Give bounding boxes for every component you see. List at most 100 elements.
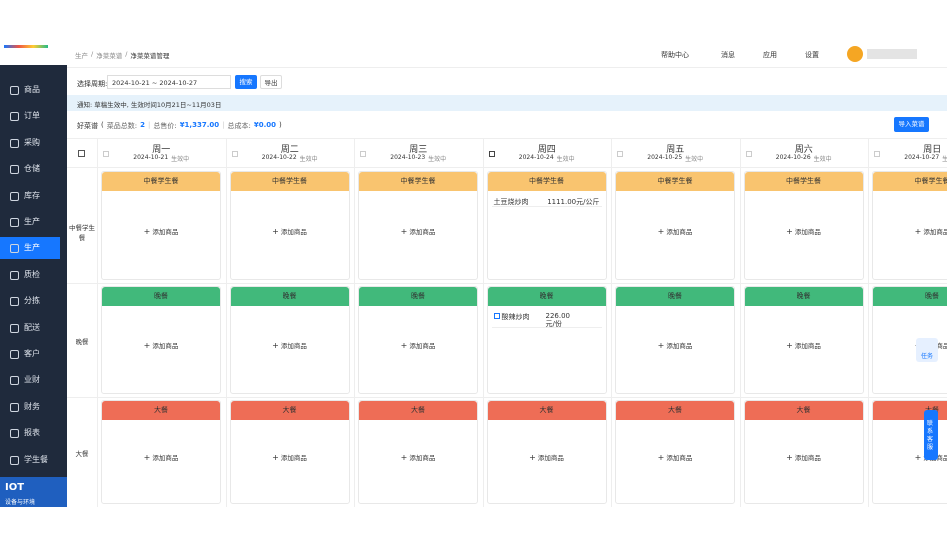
toolbar-item[interactable]: 应用 <box>763 51 777 59</box>
summary-name: 好菜谱 <box>77 122 98 130</box>
add-label: 添加商品 <box>666 227 693 236</box>
column-divider <box>97 138 98 507</box>
meal-tag: 大餐 <box>230 401 349 420</box>
date-range[interactable]: 2024-10-21 ~ 2024-10-27 <box>107 75 231 89</box>
column-divider <box>354 138 355 507</box>
separator: / <box>91 50 94 58</box>
nav-item[interactable]: 分拣 <box>0 290 60 312</box>
add-label: 添加商品 <box>409 454 436 462</box>
day-name: 周日 <box>923 145 942 155</box>
nav-item[interactable]: 业财 <box>0 369 60 391</box>
day-info: 2024-10-24 生效中 <box>483 154 612 163</box>
add-item[interactable]: +添加商品 <box>102 340 220 350</box>
nav-item[interactable]: 质检 <box>0 264 60 286</box>
import-button[interactable]: 导入菜谱 <box>894 117 929 132</box>
day-checkbox[interactable] <box>488 151 495 157</box>
day-name: 周一 <box>152 145 171 155</box>
nav-item[interactable]: 学生餐 <box>0 449 60 471</box>
iot-card[interactable]: IOT 设备与环境 <box>0 477 67 507</box>
day-info: 2024-10-25 生效中 <box>611 154 740 163</box>
price-value: ¥1,337.00 <box>179 121 220 129</box>
nav-item[interactable]: 库存 <box>0 185 60 207</box>
nav-item[interactable]: 商品 <box>0 79 60 101</box>
nav-item[interactable]: 仓储 <box>0 158 60 180</box>
row-label: 中餐学生餐 <box>69 223 95 242</box>
plus-icon: + <box>786 226 793 236</box>
row-divider <box>67 397 947 398</box>
nav-item[interactable]: 财务 <box>0 396 60 418</box>
add-item[interactable]: +添加商品 <box>102 452 220 462</box>
grid-header <box>67 138 947 168</box>
add-label: 添加商品 <box>280 454 307 462</box>
plus-icon: + <box>272 453 279 462</box>
day-status: 生效中 <box>299 156 318 163</box>
task-label: 任务 <box>920 353 933 360</box>
row-divider <box>67 283 947 284</box>
service-button[interactable]: 联系客服 <box>924 410 938 460</box>
day-name: 周五 <box>666 145 685 155</box>
export-button[interactable]: 导出 <box>260 75 282 89</box>
add-item[interactable]: +添加商品 <box>873 226 947 236</box>
checkbox[interactable] <box>78 150 85 157</box>
nav-item[interactable]: 采购 <box>0 132 60 154</box>
count-label: 菜品总数: <box>106 122 138 130</box>
breadcrumb-item[interactable]: 净菜菜谱 <box>96 52 123 60</box>
breadcrumb-item[interactable]: 生产 <box>75 52 88 60</box>
add-item[interactable]: +添加商品 <box>102 226 220 236</box>
add-item[interactable]: +添加商品 <box>616 340 734 350</box>
day-info: 2024-10-26 生效中 <box>740 154 869 163</box>
day-date: 2024-10-24 <box>518 154 554 161</box>
breadcrumb-item[interactable]: 净菜菜谱管理 <box>130 52 170 60</box>
add-item[interactable]: +添加商品 <box>359 452 477 462</box>
day-name: 周三 <box>409 145 428 155</box>
meal-tag: 晚餐 <box>744 287 863 306</box>
divider: | <box>222 121 225 129</box>
add-item[interactable]: +添加商品 <box>745 226 863 236</box>
plus-icon: + <box>657 226 665 236</box>
iot-subtitle: 设备与环境 <box>5 499 36 506</box>
nav-item[interactable]: 报表 <box>0 422 60 444</box>
nav-item[interactable]: 订单 <box>0 105 60 127</box>
add-item[interactable]: +添加商品 <box>359 226 477 236</box>
day-checkbox[interactable] <box>103 151 109 157</box>
day-checkbox[interactable] <box>360 151 366 157</box>
add-item[interactable]: +添加商品 <box>231 452 349 462</box>
add-item[interactable]: +添加商品 <box>359 340 477 350</box>
meal-tag: 大餐 <box>616 401 734 420</box>
toolbar-item[interactable]: 帮助中心 <box>661 51 689 59</box>
dish-checkbox[interactable] <box>493 313 500 319</box>
add-item[interactable]: +添加商品 <box>616 452 734 462</box>
plus-icon: + <box>529 453 536 462</box>
add-item[interactable]: +添加商品 <box>231 340 349 350</box>
meal-tag: 晚餐 <box>359 287 477 306</box>
nav-item[interactable]: 生产 <box>0 211 60 233</box>
add-item[interactable]: +添加商品 <box>745 340 863 350</box>
day-checkbox[interactable] <box>745 151 752 157</box>
day-name: 周四 <box>537 145 556 155</box>
day-checkbox[interactable] <box>617 151 623 157</box>
menu-cell: 大餐 +添加商品 <box>101 400 221 504</box>
day-checkbox[interactable] <box>231 151 238 157</box>
toolbar-item[interactable]: 消息 <box>721 51 735 59</box>
notice-bar: 通知: 草稿生效中, 生效时间10月21日~11月03日 <box>67 95 947 111</box>
search-button[interactable]: 搜索 <box>235 75 257 89</box>
menu-cell: 中餐学生餐 土豆烧炒肉 1111.00元/公斤 <box>486 171 607 280</box>
meal-tag: 中餐学生餐 <box>487 172 606 191</box>
task-button[interactable]: 任务 <box>916 338 938 362</box>
plus-icon: + <box>400 226 408 236</box>
nav-item[interactable]: 配送 <box>0 317 60 339</box>
row-label: 晚餐 <box>75 338 89 346</box>
add-item[interactable]: +添加商品 <box>488 452 606 462</box>
add-item[interactable]: +添加商品 <box>745 452 863 462</box>
add-item[interactable]: +添加商品 <box>616 226 734 236</box>
day-checkbox[interactable] <box>874 151 880 157</box>
row-label: 大餐 <box>75 450 89 458</box>
column-divider <box>482 138 484 507</box>
add-item[interactable]: +添加商品 <box>231 226 349 236</box>
nav-item[interactable]: 生产 <box>0 237 60 260</box>
toolbar-item[interactable]: 设置 <box>805 51 819 59</box>
meal-tag: 大餐 <box>359 401 477 420</box>
nav-item[interactable]: 客户 <box>0 343 60 365</box>
divider: | <box>147 121 151 129</box>
